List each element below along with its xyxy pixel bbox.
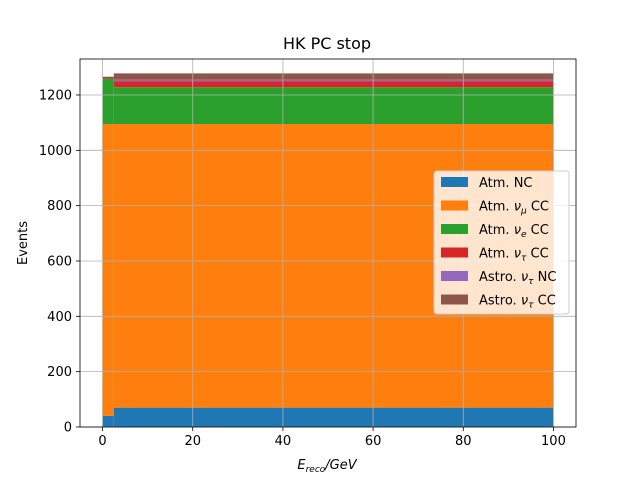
legend-label-0: Atm. NC: [479, 176, 533, 191]
bar-series-4-bin-1: [113, 79, 554, 82]
bar-series-0-bin-0: [102, 415, 114, 427]
legend-label-5: Astro. ντ CC: [479, 294, 556, 311]
bar-series-0-bin-1: [113, 407, 554, 427]
y-tick-label-2: 400: [47, 310, 72, 325]
y-tick-label-0: 0: [64, 421, 72, 436]
bar-series-5-bin-1: [113, 73, 554, 80]
bar-series-2-bin-0: [102, 78, 114, 125]
x-tick-label-2: 40: [275, 434, 292, 449]
y-tick-label-1: 200: [47, 365, 72, 380]
bar-series-3-bin-1: [113, 81, 554, 88]
x-tick-label-5: 100: [541, 434, 566, 449]
y-tick-label-5: 1000: [39, 144, 72, 159]
legend-swatch-2: [441, 224, 468, 234]
chart-title: HK PC stop: [283, 34, 371, 53]
bar-series-3-bin-0: [102, 76, 114, 79]
legend-swatch-4: [441, 271, 468, 281]
y-tick-label-3: 600: [47, 254, 72, 269]
y-axis-label: Events: [16, 221, 31, 265]
y-tick-label-4: 800: [47, 199, 72, 214]
x-axis-label: Ereco/GeV: [297, 458, 357, 475]
legend-swatch-1: [441, 200, 468, 211]
x-tick-label-1: 20: [184, 434, 201, 449]
legend-label-2: Atm. νe CC: [479, 223, 549, 240]
x-tick-label-4: 80: [455, 434, 472, 449]
legend-label-3: Atm. ντ CC: [479, 247, 549, 264]
legend-label-1: Atm. νμ CC: [479, 200, 549, 217]
legend-label-4: Astro. ντ NC: [479, 270, 556, 287]
legend: Atm. NC Atm. νμ CC Atm. νe CC Atm. ντ CC Ast…: [433, 170, 570, 315]
x-tick-label-0: 0: [98, 434, 106, 449]
x-tick-label-3: 60: [365, 434, 382, 449]
bar-series-2-bin-1: [113, 87, 554, 125]
legend-swatch-3: [441, 247, 468, 258]
legend-swatch-5: [441, 294, 468, 305]
bar-series-1-bin-0: [102, 124, 114, 416]
y-tick-label-6: 1200: [39, 88, 72, 103]
legend-swatch-0: [441, 177, 468, 187]
axes-frame: [79, 58, 577, 428]
